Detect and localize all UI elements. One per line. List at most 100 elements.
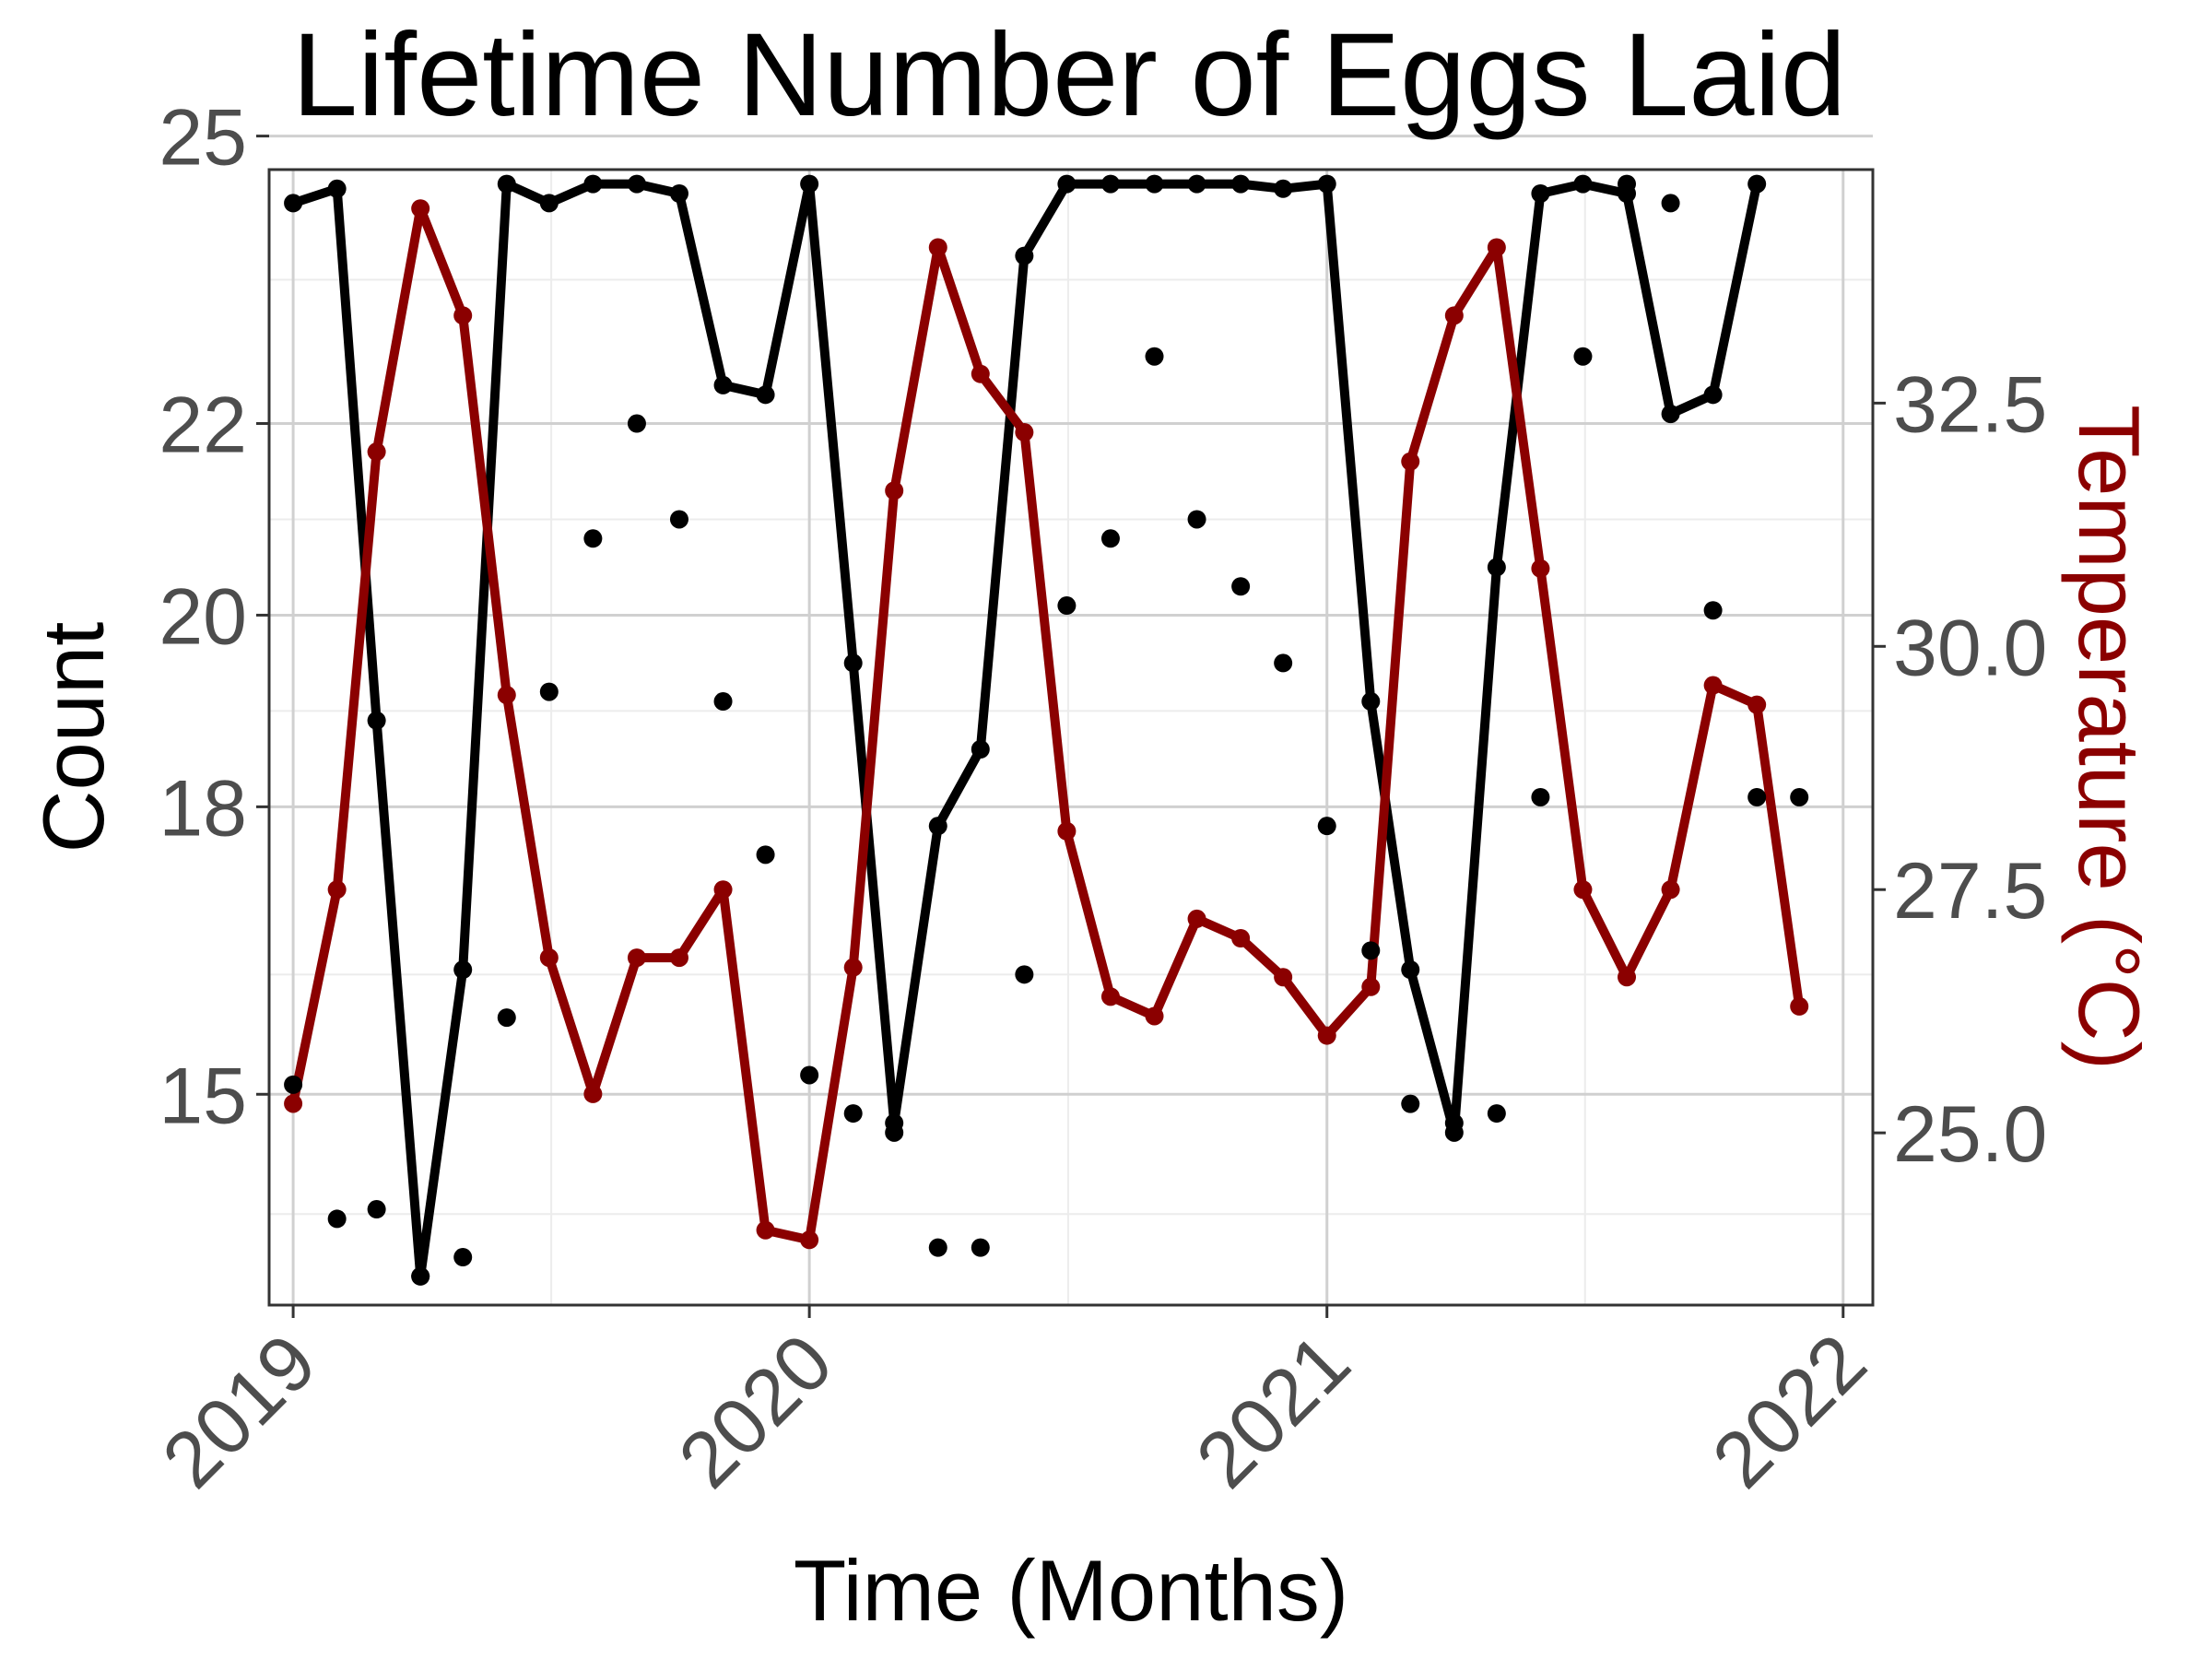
x-axis-title: Time (Months) (794, 1542, 1348, 1639)
count-scatter-point (627, 414, 646, 433)
count-scatter-point (453, 1248, 473, 1267)
grid (269, 135, 1873, 1305)
count-scatter-point (1015, 965, 1034, 984)
count-line-point (1703, 385, 1723, 405)
count-line-point (1747, 174, 1767, 194)
temperature-point (411, 199, 430, 218)
temperature-point (800, 1230, 819, 1250)
temperature-point (1317, 1026, 1336, 1045)
count-scatter-point (713, 692, 733, 712)
temperature-point (539, 948, 559, 968)
count-scatter-point (1703, 601, 1723, 620)
temperature-point (1444, 306, 1464, 325)
temperature-point (327, 880, 347, 900)
temperature-point (627, 948, 646, 968)
count-line-point (1361, 692, 1381, 712)
count-line-point (1145, 174, 1164, 194)
count-line-point (627, 174, 646, 194)
count-scatter-point (1057, 596, 1077, 616)
x-tick-label: 2021 (1180, 1318, 1367, 1505)
count-scatter-point (1187, 510, 1206, 529)
y2-tick-label: 27.5 (1893, 847, 2047, 935)
count-scatter-point (1661, 194, 1680, 213)
count-line-point (1317, 174, 1336, 194)
temperature-point (1661, 880, 1680, 900)
y2-tick-label: 32.5 (1893, 360, 2047, 449)
count-scatter-point (1487, 1104, 1506, 1124)
count-line-point (1231, 174, 1251, 194)
temperature-point (1531, 559, 1550, 578)
count-line-point (497, 174, 516, 194)
temperature-point (453, 306, 473, 325)
temperature-point (1573, 880, 1593, 900)
count-line-point (284, 194, 303, 213)
count-line-point (971, 739, 990, 759)
temperature-point (367, 442, 386, 462)
temperature-point (1145, 1006, 1164, 1026)
temperature-point (497, 686, 516, 705)
count-line-point (583, 174, 603, 194)
count-line-point (1187, 174, 1206, 194)
count-line-point (756, 385, 775, 405)
y-tick-label: 25 (159, 94, 247, 182)
temperature-point (713, 880, 733, 900)
temperature-point (1618, 968, 1637, 987)
temperature-point (669, 948, 688, 968)
plot-panel (267, 168, 1875, 1307)
count-line-point (1057, 174, 1077, 194)
temperature-point (1187, 909, 1206, 928)
count-scatter-point (1790, 787, 1809, 806)
count-scatter-point (928, 1238, 947, 1257)
temperature-line (288, 204, 1805, 1245)
count-scatter-point (1573, 347, 1593, 366)
count-scatter-point (367, 1200, 386, 1219)
count-scatter-point (885, 1123, 904, 1142)
y-tick-label: 22 (159, 382, 247, 470)
count-line-point (928, 817, 947, 836)
temperature-point (1401, 452, 1420, 471)
count-line-point (713, 375, 733, 394)
temperature-point (885, 481, 904, 500)
y2-tick-label: 30.0 (1893, 604, 2047, 692)
temperature-point (1790, 996, 1809, 1016)
y-tick-label: 18 (159, 764, 247, 853)
temperature-point (1015, 423, 1034, 442)
count-scatter-point (1747, 787, 1767, 806)
count-scatter-point (1317, 817, 1336, 836)
temperature-point (756, 1220, 775, 1240)
y2-tick-label: 25.0 (1893, 1090, 2047, 1179)
count-line-point (1401, 960, 1420, 980)
count-line-point (1661, 405, 1680, 424)
count-scatter-point (1274, 653, 1293, 673)
count-scatter-point (1401, 1094, 1420, 1113)
temperature-point (1747, 695, 1767, 714)
count-line-point (1015, 246, 1034, 265)
count-line-point (800, 174, 819, 194)
count-line-point (367, 711, 386, 730)
temperature-point (1100, 987, 1120, 1006)
temperature-point (284, 1094, 303, 1113)
y-axis-title: Count (25, 622, 122, 853)
count-scatter-point (327, 1209, 347, 1229)
count-scatter-point (1531, 787, 1550, 806)
count-line-point (1531, 183, 1550, 203)
count-scatter-point (669, 510, 688, 529)
count-line-point (1573, 174, 1593, 194)
temperature-point (1361, 977, 1381, 996)
count-scatter-point (583, 529, 603, 548)
count-scatter-point (284, 1075, 303, 1094)
temperature-point (928, 238, 947, 257)
temperature-point (1057, 821, 1077, 841)
count-line-point (327, 179, 347, 198)
y-tick-label: 15 (159, 1052, 247, 1140)
count-line-point (453, 960, 473, 980)
count-scatter-point (497, 1008, 516, 1028)
temperature-point (1487, 238, 1506, 257)
temperature-point (1231, 929, 1251, 948)
temperature-point (583, 1084, 603, 1103)
count-scatter-point (411, 1266, 430, 1286)
temperature-point (971, 364, 990, 383)
count-line-point (843, 653, 863, 673)
count-scatter-point (971, 1238, 990, 1257)
